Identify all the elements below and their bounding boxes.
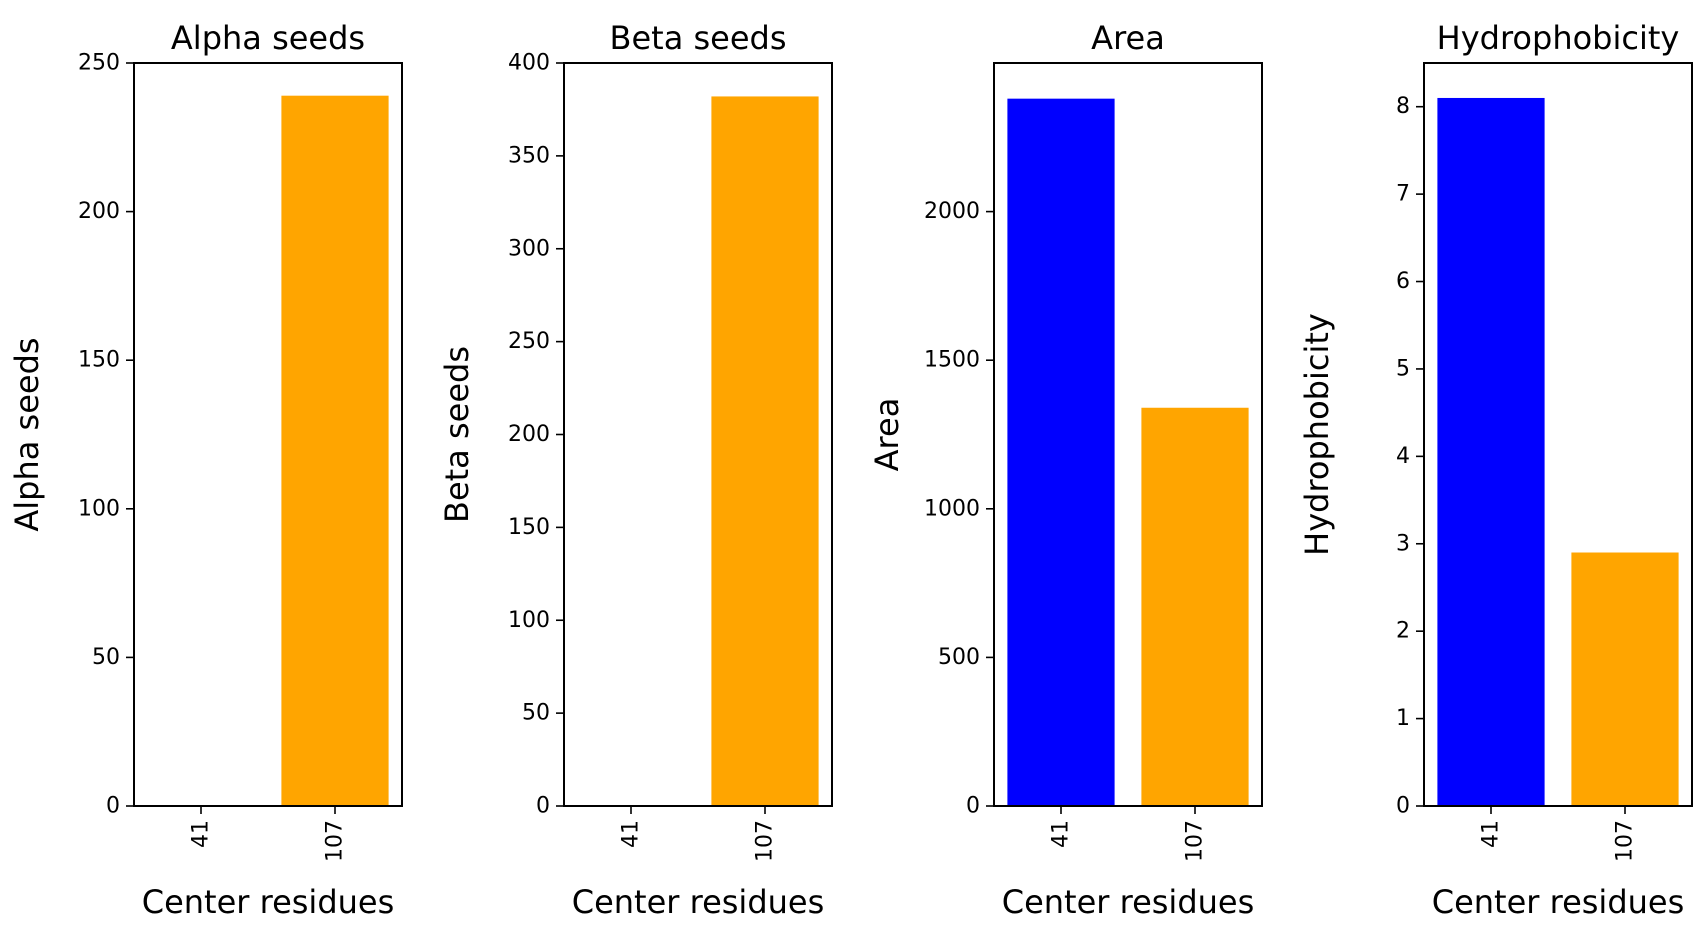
y-tick-label: 6: [1396, 269, 1410, 294]
y-tick-label: 0: [1396, 794, 1410, 819]
bar-41: [1437, 97, 1545, 806]
y-tick-label: 1000: [924, 496, 980, 521]
axes-frame: [993, 62, 1263, 807]
y-tick-label: 8: [1396, 94, 1410, 119]
y-axis-label: Beta seeds: [438, 346, 476, 523]
y-tick-label: 50: [522, 701, 550, 726]
y-tick-label: 4: [1396, 444, 1410, 469]
x-tick-label: 107: [323, 820, 348, 862]
y-tick-label: 100: [78, 496, 120, 521]
chart-panel-4: 0 1 2 3 4 5 6 7 8 41 107 Hydrophobicity Center resid…: [1298, 19, 1693, 921]
x-tick-label: 107: [753, 820, 778, 862]
bar-107: [1141, 407, 1249, 806]
x-tick-label: 41: [189, 820, 214, 848]
y-tick-label: 2: [1396, 619, 1410, 644]
bar-107: [711, 96, 819, 806]
bar-107: [1571, 552, 1679, 806]
y-tick-label: 5: [1396, 356, 1410, 381]
y-tick-label: 0: [966, 794, 980, 819]
chart-title: Area: [1091, 19, 1165, 57]
axes-frame: [133, 62, 403, 807]
bar-41: [1007, 98, 1115, 806]
x-tick-label: 41: [619, 820, 644, 848]
y-axis-label: Alpha seeds: [8, 337, 46, 531]
y-axis-label: Hydrophobicity: [1298, 313, 1336, 556]
y-tick-label: 100: [508, 608, 550, 633]
y-tick-label: 0: [536, 794, 550, 819]
y-tick-label: 300: [508, 236, 550, 261]
x-tick-label: 107: [1183, 820, 1208, 862]
x-axis-label: Center residues: [142, 883, 395, 921]
x-axis-label: Center residues: [1002, 883, 1255, 921]
y-tick-label: 1500: [924, 348, 980, 373]
axes-frame: [1423, 62, 1693, 807]
y-tick-label: 200: [78, 199, 120, 224]
y-axis-label: Area: [868, 398, 906, 472]
y-tick-label: 0: [106, 794, 120, 819]
x-axis-label: Center residues: [572, 883, 825, 921]
y-tick-label: 3: [1396, 531, 1410, 556]
chart-title: Beta seeds: [610, 19, 787, 57]
y-tick-label: 250: [508, 329, 550, 354]
chart-panel-3: 0 500 1000 1500 2000 41 107 Area Center residues…: [868, 19, 1263, 921]
chart-title: Hydrophobicity: [1437, 19, 1680, 57]
y-tick-label: 150: [78, 348, 120, 373]
y-tick-label: 350: [508, 143, 550, 168]
bar-107: [281, 95, 389, 806]
chart-panel-2: 0 50 100 150 200 250 300 350 400 41 107 Beta seeds C…: [438, 19, 833, 921]
y-tick-label: 500: [938, 645, 980, 670]
x-tick-label: 41: [1049, 820, 1074, 848]
y-tick-label: 7: [1396, 182, 1410, 207]
chart-title: Alpha seeds: [171, 19, 365, 57]
x-axis-label: Center residues: [1432, 883, 1685, 921]
y-tick-label: 200: [508, 422, 550, 447]
x-tick-label: 41: [1479, 820, 1504, 848]
y-tick-label: 150: [508, 515, 550, 540]
y-tick-label: 400: [508, 51, 550, 76]
y-tick-label: 50: [92, 645, 120, 670]
y-tick-label: 1: [1396, 706, 1410, 731]
x-tick-label: 107: [1613, 820, 1638, 862]
y-tick-label: 2000: [924, 199, 980, 224]
chart-panel-1: 0 50 100 150 200 250 41 107 Alpha seeds Center re…: [8, 19, 403, 921]
y-tick-label: 250: [78, 51, 120, 76]
